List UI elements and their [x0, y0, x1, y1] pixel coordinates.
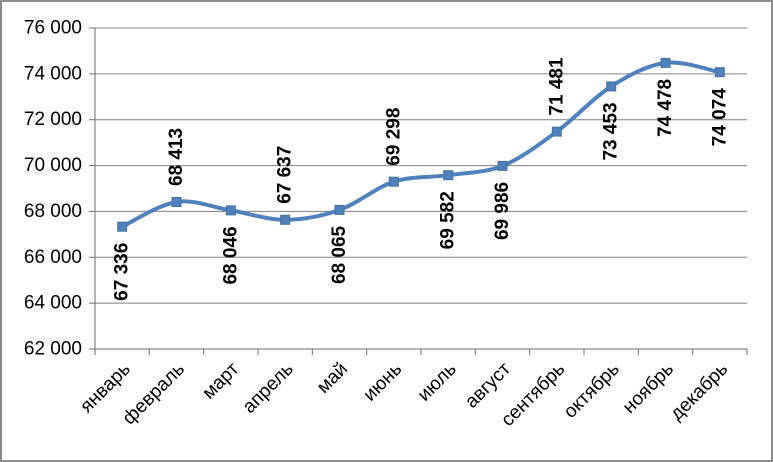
data-label: 69 986	[492, 182, 513, 240]
x-axis-label: июль	[414, 359, 461, 406]
x-axis-label: июнь	[359, 359, 406, 406]
y-axis-label: 74 000	[24, 63, 82, 84]
data-label: 67 637	[275, 146, 296, 204]
data-label: 68 065	[329, 225, 350, 284]
data-point-marker	[660, 57, 671, 68]
data-point-marker	[551, 126, 562, 137]
data-label: 74 074	[709, 88, 730, 147]
y-axis-label: 66 000	[24, 247, 82, 268]
data-label: 67 336	[112, 243, 133, 301]
x-axis-ticks-group	[94, 349, 748, 355]
y-axis-label: 70 000	[24, 155, 82, 176]
x-axis-label: декабрь	[666, 359, 732, 425]
y-axis-label: 72 000	[24, 109, 82, 130]
data-label: 71 481	[546, 57, 567, 116]
markers-group	[117, 57, 725, 232]
data-label: 69 298	[383, 108, 404, 166]
data-point-marker	[225, 205, 236, 216]
y-axis-ticks-group	[89, 27, 95, 350]
x-axis-label: август	[461, 358, 515, 412]
x-axis-label: май	[313, 359, 352, 398]
data-point-marker	[334, 204, 345, 215]
gridlines-group	[95, 27, 747, 350]
data-point-marker	[443, 170, 454, 181]
series-line	[120, 60, 722, 229]
data-labels-group: 67 336 68 413 68 046 67 637 68 065 69 298 69 5…	[112, 57, 731, 301]
data-point-marker	[171, 197, 182, 207]
y-axis-label: 76 000	[24, 18, 82, 39]
y-axis-label: 68 000	[24, 201, 82, 222]
y-axis-labels-group: 62 000 64 000 66 000 68 000 70 000 72 000 74 0…	[24, 18, 82, 360]
data-label: 68 413	[166, 128, 187, 186]
y-axis-label: 64 000	[24, 293, 82, 314]
data-point-marker	[497, 160, 508, 171]
x-axis-label: апрель	[239, 359, 298, 418]
data-label: 73 453	[601, 102, 622, 160]
data-point-marker	[280, 214, 291, 225]
data-point-marker	[117, 221, 128, 232]
x-axis-label: октябрь	[560, 359, 624, 423]
data-label: 69 582	[438, 191, 459, 249]
data-point-marker	[714, 67, 725, 78]
data-label: 74 478	[655, 79, 676, 137]
y-axis-label: 62 000	[24, 339, 82, 360]
data-point-marker	[606, 81, 617, 92]
x-axis-label: март	[198, 358, 243, 403]
data-label: 68 046	[220, 226, 241, 284]
data-point-marker	[388, 176, 399, 187]
